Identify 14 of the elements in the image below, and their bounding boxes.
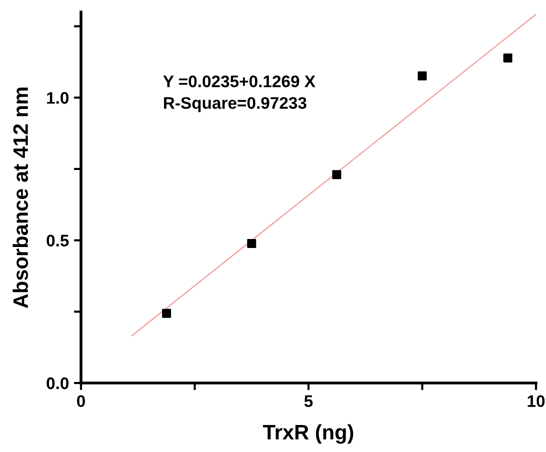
point	[503, 53, 512, 62]
point	[332, 170, 342, 180]
annotation: Y =0.0235+0.1269 X R-Square=0.97233	[163, 76, 316, 112]
y-tick-label: 0.0	[46, 377, 69, 390]
y-tick-label: 1.0	[47, 92, 69, 104]
point	[162, 308, 172, 318]
x-tick-label: 10	[528, 395, 545, 408]
y-axis-title: Absorbance at 412 nm	[12, 88, 28, 308]
point	[247, 238, 256, 248]
x-tick-label: 0	[77, 395, 85, 408]
point	[418, 71, 427, 80]
y-tick-label: 0.5	[46, 234, 69, 247]
x-axis-title: TrxR (ng)	[263, 424, 354, 444]
x-tick-label: 5	[304, 395, 313, 408]
